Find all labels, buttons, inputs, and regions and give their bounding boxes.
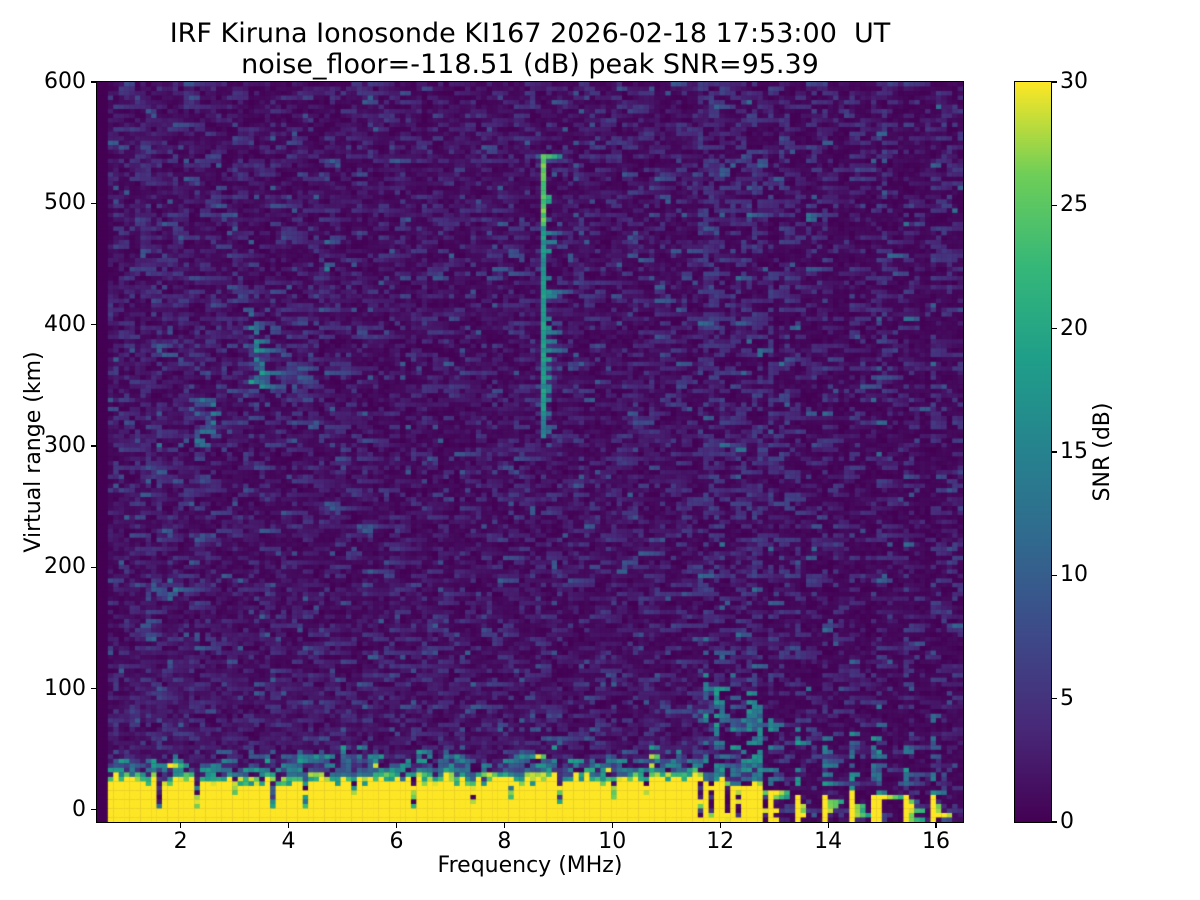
- colorbar-tick-label: 20: [1060, 315, 1088, 341]
- y-tick-label: 200: [44, 554, 86, 580]
- colorbar-tick-label: 10: [1060, 562, 1088, 588]
- y-tick-label: 600: [44, 69, 86, 94]
- y-tick-mark: [91, 202, 96, 204]
- colorbar: [1014, 81, 1052, 823]
- colorbar-canvas: [1015, 82, 1051, 822]
- x-tick-label: 4: [281, 829, 296, 854]
- y-tick-label: 0: [72, 796, 86, 822]
- x-tick-mark: [719, 823, 721, 828]
- x-tick-label: 8: [497, 829, 512, 854]
- x-tick-mark: [827, 823, 829, 828]
- heatmap-canvas: [97, 82, 963, 822]
- x-tick-label: 10: [598, 829, 627, 854]
- x-tick-mark: [503, 823, 505, 828]
- y-tick-label: 100: [44, 675, 86, 701]
- colorbar-tick-label: 5: [1060, 685, 1074, 711]
- x-axis-label: Frequency (MHz): [437, 853, 623, 878]
- y-tick-mark: [91, 81, 96, 83]
- x-tick-mark: [611, 823, 613, 828]
- y-tick-mark: [91, 445, 96, 447]
- x-tick-mark: [935, 823, 937, 828]
- y-tick-label: 500: [44, 190, 86, 216]
- y-tick-label: 300: [44, 432, 86, 458]
- x-tick-mark: [287, 823, 290, 828]
- y-tick-mark: [91, 687, 96, 690]
- colorbar-tick-label: 25: [1060, 192, 1088, 218]
- y-tick-mark: [91, 566, 96, 568]
- y-tick-label: 400: [44, 311, 86, 337]
- colorbar-tick-label: 0: [1060, 809, 1074, 834]
- x-tick-label: 14: [814, 829, 843, 854]
- x-tick-mark: [180, 823, 182, 828]
- colorbar-tick-mark: [1052, 328, 1057, 330]
- x-tick-label: 12: [706, 829, 735, 854]
- x-tick-mark: [395, 823, 398, 828]
- x-tick-label: 6: [389, 829, 404, 854]
- y-tick-mark: [91, 324, 96, 326]
- colorbar-tick-mark: [1052, 451, 1057, 453]
- colorbar-tick-mark: [1052, 81, 1057, 83]
- figure-title: IRF Kiruna Ionosonde KI167 2026-02-18 17…: [97, 18, 963, 80]
- title-line-2: noise_floor=-118.51 (dB) peak SNR=95.39: [241, 49, 819, 80]
- colorbar-tick-mark: [1052, 821, 1057, 823]
- colorbar-tick-mark: [1052, 574, 1057, 576]
- plot-area: [96, 81, 964, 823]
- colorbar-tick-mark: [1052, 698, 1057, 700]
- x-tick-label: 16: [922, 829, 951, 854]
- y-tick-mark: [91, 809, 96, 811]
- colorbar-tick-label: 15: [1060, 439, 1088, 464]
- colorbar-tick-label: 30: [1060, 69, 1088, 94]
- x-tick-label: 2: [173, 829, 188, 854]
- colorbar-tick-mark: [1052, 204, 1057, 206]
- title-line-1: IRF Kiruna Ionosonde KI167 2026-02-18 17…: [169, 18, 891, 49]
